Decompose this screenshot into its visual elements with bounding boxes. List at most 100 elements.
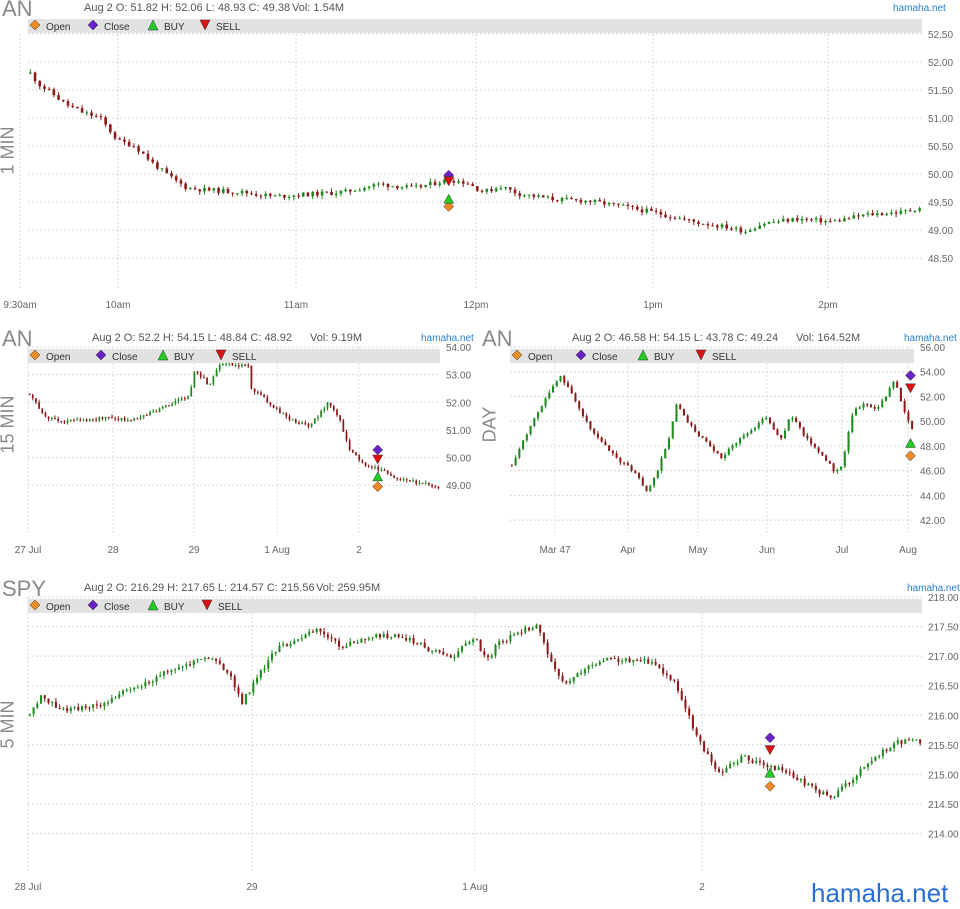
buy-marker[interactable]	[443, 193, 455, 204]
candle-body	[69, 420, 72, 422]
candle-body	[767, 222, 771, 224]
candle-body	[650, 662, 653, 664]
legend-label: Close	[104, 602, 130, 613]
open-legend-icon	[29, 19, 41, 31]
buy-marker[interactable]	[372, 471, 384, 482]
candle-body	[203, 657, 206, 660]
candle-body	[250, 193, 253, 195]
candle-body	[233, 676, 236, 688]
candle-body	[807, 783, 810, 786]
chart-panel-p1[interactable]: AN Aug 2 O: 51.82 H: 52.06 L: 48.93 C: 49…	[0, 0, 960, 320]
candle-body	[907, 411, 910, 421]
open-legend-icon	[29, 349, 41, 361]
candle-body	[533, 418, 536, 426]
candle-body	[475, 639, 478, 641]
sell-marker[interactable]	[372, 454, 384, 465]
sell-marker[interactable]	[905, 383, 916, 394]
candle-body	[679, 404, 682, 410]
y-tick-label: 52.00	[928, 58, 953, 69]
site-link[interactable]: hamaha.net	[421, 333, 474, 344]
candle-body	[712, 446, 715, 451]
candle-body	[62, 708, 65, 710]
legend-open: Open	[29, 349, 70, 363]
candle-body	[673, 679, 676, 682]
candle-body	[184, 183, 187, 189]
ohlc-summary: Aug 2 O: 51.82 H: 52.06 L: 48.93 C: 49.3…	[84, 2, 291, 14]
open-marker[interactable]	[443, 201, 455, 212]
candle-body	[409, 480, 411, 482]
candle-body	[739, 438, 742, 444]
chart-svg[interactable]: 218.00 217.50 217.00 216.50 216.00 215.50 215.…	[0, 580, 960, 906]
candle-body	[598, 661, 601, 665]
sell-marker[interactable]	[443, 176, 455, 187]
candle-body	[705, 437, 708, 442]
y-tick-label: 54.00	[920, 368, 945, 379]
chart-svg[interactable]: 56.00 54.00 52.00 50.00 48.00 46.00 44.00 42.00…	[480, 330, 960, 570]
candle-body	[58, 707, 61, 710]
candle-body	[244, 364, 246, 366]
close-marker[interactable]	[372, 444, 384, 456]
buy-marker[interactable]	[905, 437, 916, 448]
candle-body	[285, 412, 288, 417]
candle-body	[544, 398, 547, 406]
candle-body	[137, 146, 140, 152]
close-marker[interactable]	[905, 370, 916, 381]
open-marker[interactable]	[372, 481, 384, 492]
open-marker[interactable]	[764, 780, 776, 792]
chart-svg[interactable]: 54.00 53.00 52.00 51.00 50.00 49.00 27 Jul 28 29…	[0, 330, 480, 570]
buy-marker[interactable]	[764, 767, 776, 778]
candle-body	[818, 789, 821, 795]
candle-body	[434, 486, 437, 488]
candle-body	[499, 188, 503, 190]
candle-body	[99, 116, 103, 118]
y-tick-label: 54.00	[446, 343, 471, 354]
candle-body	[548, 392, 551, 399]
candle-body	[189, 188, 192, 190]
y-tick-label: 52.00	[920, 392, 945, 403]
chart-panel-p2[interactable]: AN Aug 2 O: 52.2 H: 54.15 L: 48.84 C: 48.…	[0, 326, 480, 570]
open-marker[interactable]	[905, 450, 916, 462]
candle-body	[266, 397, 269, 403]
candle-body	[181, 666, 184, 668]
candle-body	[292, 195, 296, 197]
candle-body	[54, 701, 57, 708]
candle-body	[66, 708, 69, 712]
brand-logo-text[interactable]: hamaha.net	[811, 878, 949, 908]
candle-body	[145, 415, 148, 417]
candle-body	[82, 419, 85, 421]
candle-body	[215, 369, 218, 377]
candle-body	[38, 402, 40, 409]
candle-body	[185, 664, 188, 667]
candle-body	[556, 200, 559, 202]
candle-body	[323, 631, 326, 635]
candle-body	[691, 715, 694, 729]
sell-legend-icon	[199, 19, 211, 31]
close-marker[interactable]	[764, 732, 776, 744]
candle-body	[485, 189, 489, 192]
candle-body	[822, 791, 825, 795]
candle-body	[716, 225, 719, 228]
candle-body	[798, 422, 801, 428]
candle-body	[300, 638, 303, 640]
candle-body	[156, 162, 159, 169]
chart-panel-p4[interactable]: SPY Aug 2 O: 216.29 H: 217.65 L: 214.57 C…	[0, 576, 960, 906]
candle-body	[353, 190, 357, 192]
candle-body	[341, 646, 344, 648]
y-tick-label: 51.50	[928, 86, 953, 97]
candle-body	[291, 419, 294, 421]
sell-marker[interactable]	[764, 745, 776, 756]
chart-panel-p3[interactable]: AN Aug 2 O: 46.58 H: 54.15 L: 43.78 C: 49…	[480, 326, 960, 570]
candle-body	[92, 704, 95, 708]
candle-body	[510, 464, 513, 466]
candle-body	[460, 645, 463, 652]
candle-body	[466, 183, 470, 185]
y-tick-label: 214.00	[928, 830, 959, 841]
site-link[interactable]: hamaha.net	[893, 3, 946, 14]
candle-body	[132, 146, 136, 148]
candle-body	[424, 483, 427, 485]
chart-svg[interactable]: 52.50 52.00 51.50 51.00 50.50 50.00 49.50 49.00…	[0, 0, 960, 320]
site-link[interactable]: hamaha.net	[904, 333, 957, 344]
candle-body	[570, 197, 573, 200]
site-link[interactable]: hamaha.net	[907, 583, 960, 594]
candle-body	[735, 443, 738, 446]
